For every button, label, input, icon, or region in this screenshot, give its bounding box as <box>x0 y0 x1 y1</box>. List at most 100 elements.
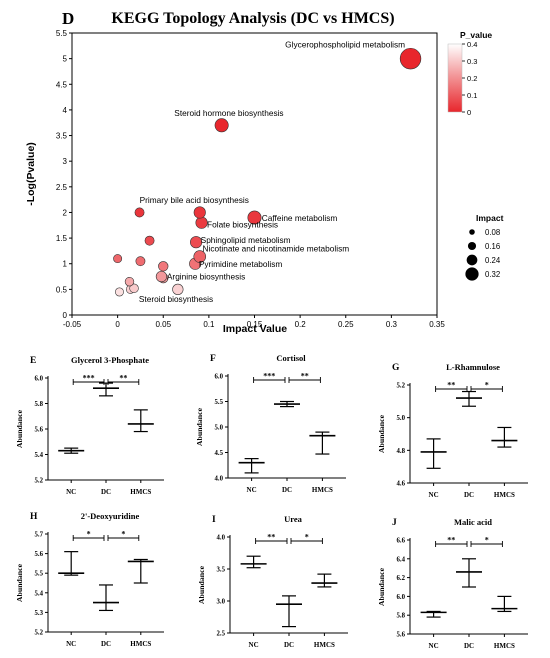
small-panels: E Glycerol 3-Phosphate Abundance 5.2 5.4 5.6 5… <box>15 353 528 650</box>
pathway-point <box>129 283 139 294</box>
panel-d-letter: D <box>62 9 74 28</box>
x-tick-label: 0.1 <box>203 320 215 329</box>
x-tick-label: DC <box>284 641 294 649</box>
y-tick-label: 6.0 <box>35 376 44 383</box>
panel-title: Glycerol 3-Phosphate <box>71 355 149 365</box>
x-tick-label: NC <box>66 488 76 496</box>
y-tick-label: 6.6 <box>397 538 406 545</box>
pathway-point <box>193 206 206 219</box>
panel-f: F Cortisol Abundance 4.0 4.5 5.0 5.5 6.0 NC DC HMC… <box>195 353 346 494</box>
x-tick-label: NC <box>429 491 439 499</box>
x-tick-label: 0.05 <box>155 320 171 329</box>
p-value-tick-label: 0 <box>467 108 471 117</box>
pathway-point <box>190 236 203 249</box>
impact-legend: Impact 0.08 0.16 0.24 0.32 <box>465 213 504 281</box>
x-tick-label: NC <box>247 486 257 494</box>
pathway-point <box>155 270 168 283</box>
y-tick-label: 5.5 <box>35 571 44 578</box>
y-tick-label: 5.4 <box>35 452 44 459</box>
y-axis-label: Abundance <box>377 567 386 606</box>
x-tick-label: HMCS <box>130 488 151 496</box>
y-tick-label: 3.5 <box>56 132 68 141</box>
panel-j: J Malic acid Abundance 5.6 5.8 6.0 6.2 6.4 6.6 NC… <box>377 517 528 650</box>
pathway-point <box>195 216 208 229</box>
y-tick-label: 0 <box>63 311 68 320</box>
pathway-point <box>399 47 422 70</box>
y-tick-label: 6.0 <box>215 374 224 381</box>
impact-legend-entries: 0.08 0.16 0.24 0.32 <box>465 228 501 281</box>
y-tick-label: 5.3 <box>35 610 44 617</box>
y-tick-label: 5.5 <box>56 29 68 38</box>
p-value-tick-label: 0.4 <box>467 40 477 49</box>
y-tick-label: 6.4 <box>397 556 406 563</box>
y-axis-label: Abundance <box>15 563 24 602</box>
y-tick-label: 2 <box>63 208 68 217</box>
x-tick-label: NC <box>66 640 76 648</box>
significance-label: * <box>485 381 489 390</box>
x-tick-label: HMCS <box>314 641 335 649</box>
pathway-label: Arginine biosynthesis <box>167 272 245 282</box>
y-tick-label: 5.6 <box>35 551 44 558</box>
impact-legend-label: 0.08 <box>485 228 500 237</box>
pathway-point <box>158 261 169 272</box>
significance-label: *** <box>83 374 95 383</box>
x-tick-label: DC <box>464 642 474 650</box>
y-tick-label: 0.5 <box>56 285 68 294</box>
x-tick-label: 0.2 <box>295 320 307 329</box>
panel-d-points <box>113 47 422 297</box>
panel-letter: G <box>392 363 400 373</box>
y-tick-label: 5.8 <box>397 613 406 620</box>
p-value-legend: P_value 0 0.1 0.2 0.3 0.4 <box>447 30 492 117</box>
y-tick-label: 6.2 <box>397 575 406 582</box>
pathway-label: Primary bile acid biosynthesis <box>140 195 249 205</box>
significance-label: ** <box>301 372 309 381</box>
y-tick-label: 4.8 <box>397 448 406 455</box>
panel-letter: H <box>30 512 38 522</box>
significance-label: ** <box>447 536 455 545</box>
y-tick-label: 4.0 <box>217 535 226 542</box>
impact-legend-dot <box>466 254 478 266</box>
y-tick-label: 4.5 <box>56 80 68 89</box>
x-tick-label: NC <box>249 641 259 649</box>
panel-e: E Glycerol 3-Phosphate Abundance 5.2 5.4 5.6 5… <box>15 355 164 496</box>
y-tick-label: 5.8 <box>35 401 44 408</box>
y-tick-label: 5.0 <box>215 425 224 432</box>
x-tick-label: 0 <box>115 320 120 329</box>
x-tick-label: HMCS <box>130 640 151 648</box>
y-tick-label: 5.4 <box>35 590 44 597</box>
panel-d-point-labels: Glycerophospholipid metabolism Steroid ho… <box>139 39 405 304</box>
panel-d-x-axis-label: Impact Value <box>223 323 287 335</box>
y-tick-label: 2.5 <box>56 183 68 192</box>
x-tick-label: HMCS <box>312 486 333 494</box>
x-tick-label: DC <box>282 486 292 494</box>
panel-letter: F <box>210 354 216 364</box>
x-tick-label: 0.3 <box>386 320 398 329</box>
x-tick-label: 0.25 <box>338 320 354 329</box>
pathway-point <box>144 235 155 246</box>
y-tick-label: 5.6 <box>397 632 406 639</box>
panel-d-y-ticks: 0 0.5 1 1.5 2 2.5 3 3.5 4 4.5 5 5.5 <box>56 29 72 320</box>
impact-legend-label: 0.16 <box>485 242 500 251</box>
x-tick-label: DC <box>464 491 474 499</box>
panel-h: H 2'-Deoxyuridine Abundance 5.2 5.3 5.4 5.5 5.6… <box>15 511 164 648</box>
panel-title: Urea <box>284 514 303 524</box>
y-axis-label: Abundance <box>377 414 386 453</box>
significance-label: ** <box>447 381 455 390</box>
y-tick-label: 5.2 <box>397 383 406 390</box>
x-tick-label: HMCS <box>494 642 515 650</box>
p-value-tick-label: 0.2 <box>467 74 477 83</box>
panel-g: G L-Rhamnulose Abundance 4.6 4.8 5.0 5.2 NC DC HM… <box>377 362 528 499</box>
significance-label: * <box>485 536 489 545</box>
significance-label: * <box>87 530 91 539</box>
y-tick-label: 5.2 <box>35 478 44 485</box>
p-value-legend-title: P_value <box>460 30 492 40</box>
x-tick-label: NC <box>429 642 439 650</box>
pathway-label: Steroid hormone biosynthesis <box>174 108 283 118</box>
y-tick-label: 5.5 <box>215 399 224 406</box>
pathway-point <box>114 287 124 297</box>
y-tick-label: 1 <box>63 260 68 269</box>
pathway-point <box>135 256 146 267</box>
x-tick-label: 0.35 <box>429 320 445 329</box>
y-tick-label: 3.5 <box>217 567 226 574</box>
